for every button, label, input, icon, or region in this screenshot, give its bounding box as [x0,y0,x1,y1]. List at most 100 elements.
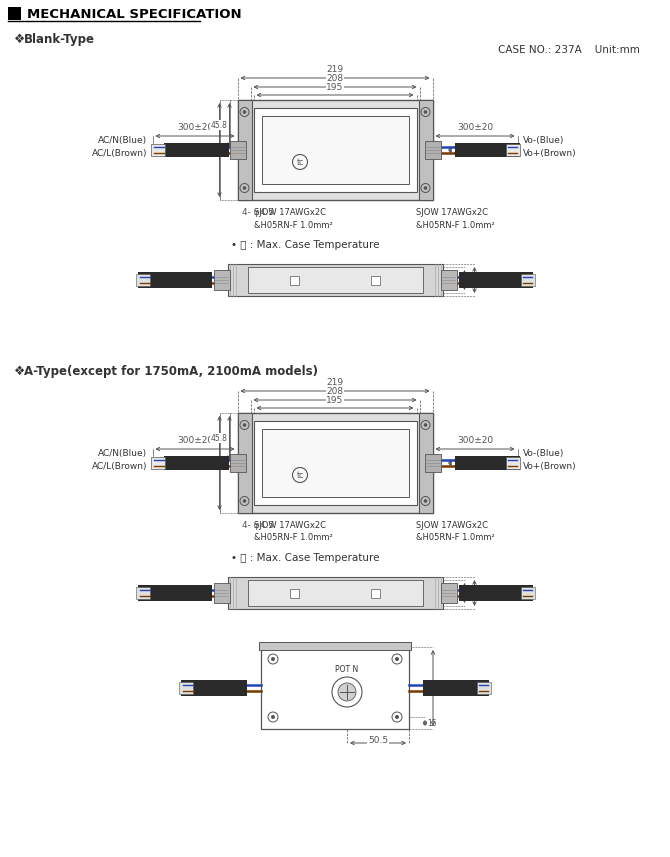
Bar [135,274,149,286]
Text: tc: tc [296,470,304,480]
Text: 219: 219 [326,65,344,74]
Text: 19: 19 [435,684,445,692]
Bar [8,7,21,20]
Circle shape [423,111,427,114]
Bar [237,100,433,200]
Bar [151,144,165,156]
Bar [214,583,230,603]
Circle shape [338,683,356,701]
Circle shape [271,715,275,719]
Bar [135,587,149,599]
Bar [179,682,193,694]
Text: 40: 40 [476,275,487,285]
Text: SJOW 17AWGx2C
&H05RN-F 1.0mm²: SJOW 17AWGx2C &H05RN-F 1.0mm² [417,521,495,542]
Bar [458,272,533,288]
Circle shape [423,423,427,427]
Text: 45.8: 45.8 [210,434,228,442]
Text: 300±20: 300±20 [177,123,213,132]
Bar [181,680,247,696]
Circle shape [243,423,247,427]
Bar [425,454,440,472]
Bar [454,456,519,470]
Text: CASE NO.: 237A    Unit:mm: CASE NO.: 237A Unit:mm [498,45,640,55]
Text: 45.8: 45.8 [210,121,228,129]
Circle shape [395,715,399,719]
Bar [253,421,417,505]
Text: SJOW 17AWGx2C
&H05RN-F 1.0mm²: SJOW 17AWGx2C &H05RN-F 1.0mm² [417,208,495,230]
Bar [261,647,409,729]
Bar [521,587,535,599]
Text: 195: 195 [326,83,344,92]
Bar [259,642,411,650]
Text: 63: 63 [206,146,216,154]
Text: 35: 35 [466,589,477,597]
Bar [230,454,245,472]
Circle shape [423,499,427,503]
Text: 4- φ4.5: 4- φ4.5 [243,521,275,530]
Bar [440,270,456,290]
Bar [425,141,440,159]
Bar [228,264,442,296]
Text: /: / [298,486,302,496]
Text: 300±20: 300±20 [457,436,493,445]
Bar [137,585,212,601]
Text: Blank-Type: Blank-Type [24,33,95,46]
Bar [261,116,409,184]
Bar [521,274,535,286]
Text: 17: 17 [452,146,462,154]
Bar [163,456,228,470]
Circle shape [243,186,247,189]
Circle shape [395,657,399,661]
Bar [214,270,230,290]
Bar [505,144,519,156]
Bar [458,585,533,601]
Circle shape [423,186,427,189]
Text: 40: 40 [476,589,487,597]
Text: ❖: ❖ [14,365,29,378]
Text: SJOW 17AWGx2C
&H05RN-F 1.0mm²: SJOW 17AWGx2C &H05RN-F 1.0mm² [253,521,332,542]
Text: AC/N(Blue)
AC/L(Brown): AC/N(Blue) AC/L(Brown) [92,449,147,470]
Text: ❖: ❖ [14,33,29,46]
Text: 300±20: 300±20 [457,123,493,132]
Text: Vo-(Blue)
Vo+(Brown): Vo-(Blue) Vo+(Brown) [523,449,576,470]
Bar [237,413,433,513]
Text: 17: 17 [452,458,462,468]
Bar [253,108,417,192]
Text: • Ⓣ : Max. Case Temperature: • Ⓣ : Max. Case Temperature [230,553,379,563]
Bar [247,580,423,606]
Bar [423,680,489,696]
Circle shape [271,657,275,661]
Bar [163,143,228,157]
Bar [137,272,212,288]
Text: 208: 208 [326,74,344,83]
Text: 35: 35 [466,275,477,285]
Bar [454,143,519,157]
Text: POT N: POT N [336,665,358,674]
Text: SJOW 17AWGx2C
&H05RN-F 1.0mm²: SJOW 17AWGx2C &H05RN-F 1.0mm² [253,208,332,230]
Text: 50.5: 50.5 [368,736,388,745]
Bar [247,267,423,293]
Text: 208: 208 [326,387,344,396]
Text: 300±20: 300±20 [177,436,213,445]
Text: MECHANICAL SPECIFICATION: MECHANICAL SPECIFICATION [27,8,242,21]
Bar [477,682,491,694]
Text: 4- φ4.5: 4- φ4.5 [243,208,275,217]
Text: /: / [298,173,302,183]
Bar [371,589,380,597]
Bar [290,589,299,597]
Bar [419,100,433,200]
Text: 15: 15 [427,718,437,728]
Circle shape [243,499,247,503]
Circle shape [243,111,247,114]
Bar [440,583,456,603]
Text: AC/N(Blue)
AC/L(Brown): AC/N(Blue) AC/L(Brown) [92,136,147,158]
Bar [230,141,245,159]
Bar [151,457,165,469]
Bar [290,275,299,285]
Text: 105: 105 [324,148,340,157]
Bar [237,413,251,513]
Text: tc: tc [296,158,304,166]
Text: 219: 219 [326,378,344,387]
Bar [237,100,251,200]
Bar [261,429,409,497]
